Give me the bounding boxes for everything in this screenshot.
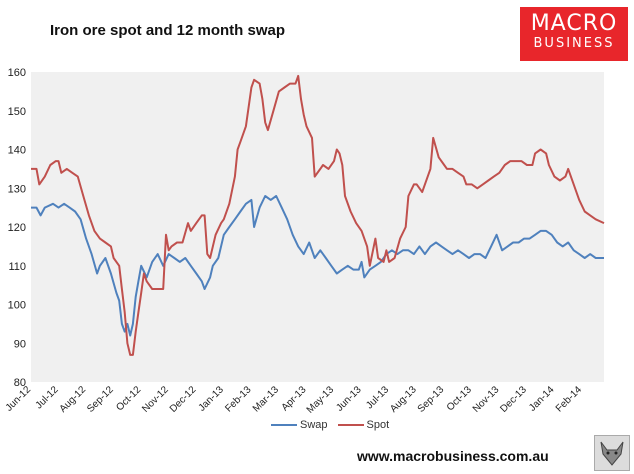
y-tick-label: 90 [14, 338, 26, 350]
legend: Swap Spot [271, 419, 399, 431]
chart-title: Iron ore spot and 12 month swap [50, 22, 286, 39]
y-tick-label: 140 [8, 145, 26, 157]
y-tick-label: 80 [14, 377, 26, 389]
series-line-spot [31, 74, 605, 356]
x-tick-label: Oct-13 [445, 384, 474, 413]
legend-item-swap: Swap [271, 419, 328, 431]
legend-label-swap: Swap [300, 419, 328, 431]
y-tick-label: 150 [8, 106, 26, 118]
x-tick-label: Sep-12 [85, 384, 116, 415]
x-tick-label: Aug-13 [388, 384, 419, 415]
x-tick-label: Jan-14 [527, 384, 557, 414]
wolf-logo-icon [594, 435, 630, 471]
logo-line2: BUSINESS [533, 36, 615, 51]
x-tick-label: Feb-14 [554, 384, 584, 414]
x-tick-label: Feb-13 [223, 384, 253, 414]
x-tick-label: Nov-12 [140, 384, 171, 415]
x-tick-label: Sep-13 [416, 384, 447, 415]
website-url[interactable]: www.macrobusiness.com.au [357, 448, 549, 464]
x-tick-label: Aug-12 [58, 384, 89, 415]
legend-item-spot: Spot [337, 419, 390, 431]
legend-swatch-spot [337, 424, 364, 426]
y-tick-label: 110 [8, 261, 26, 273]
y-tick-label: 120 [8, 222, 26, 234]
x-tick-label: Jun-13 [334, 384, 364, 414]
logo-line1: MACRO [530, 11, 618, 36]
legend-swatch-swap [271, 424, 297, 426]
x-tick-label: Dec-13 [498, 384, 529, 415]
series-line-swap [31, 195, 604, 337]
y-tick-label: 100 [8, 300, 26, 312]
y-tick-label: 160 [8, 67, 26, 79]
x-tick-label: Dec-12 [168, 384, 199, 415]
x-tick-label: Nov-13 [471, 384, 502, 415]
legend-label-spot: Spot [366, 419, 390, 431]
x-tick-label: Mar-13 [251, 384, 281, 414]
macrobusiness-logo: MACRO BUSINESS [520, 7, 628, 61]
x-tick-label: Jan-13 [197, 384, 227, 414]
y-tick-label: 130 [8, 183, 26, 195]
x-tick-label: Oct-12 [114, 384, 143, 413]
x-tick-label: May-13 [305, 384, 337, 416]
